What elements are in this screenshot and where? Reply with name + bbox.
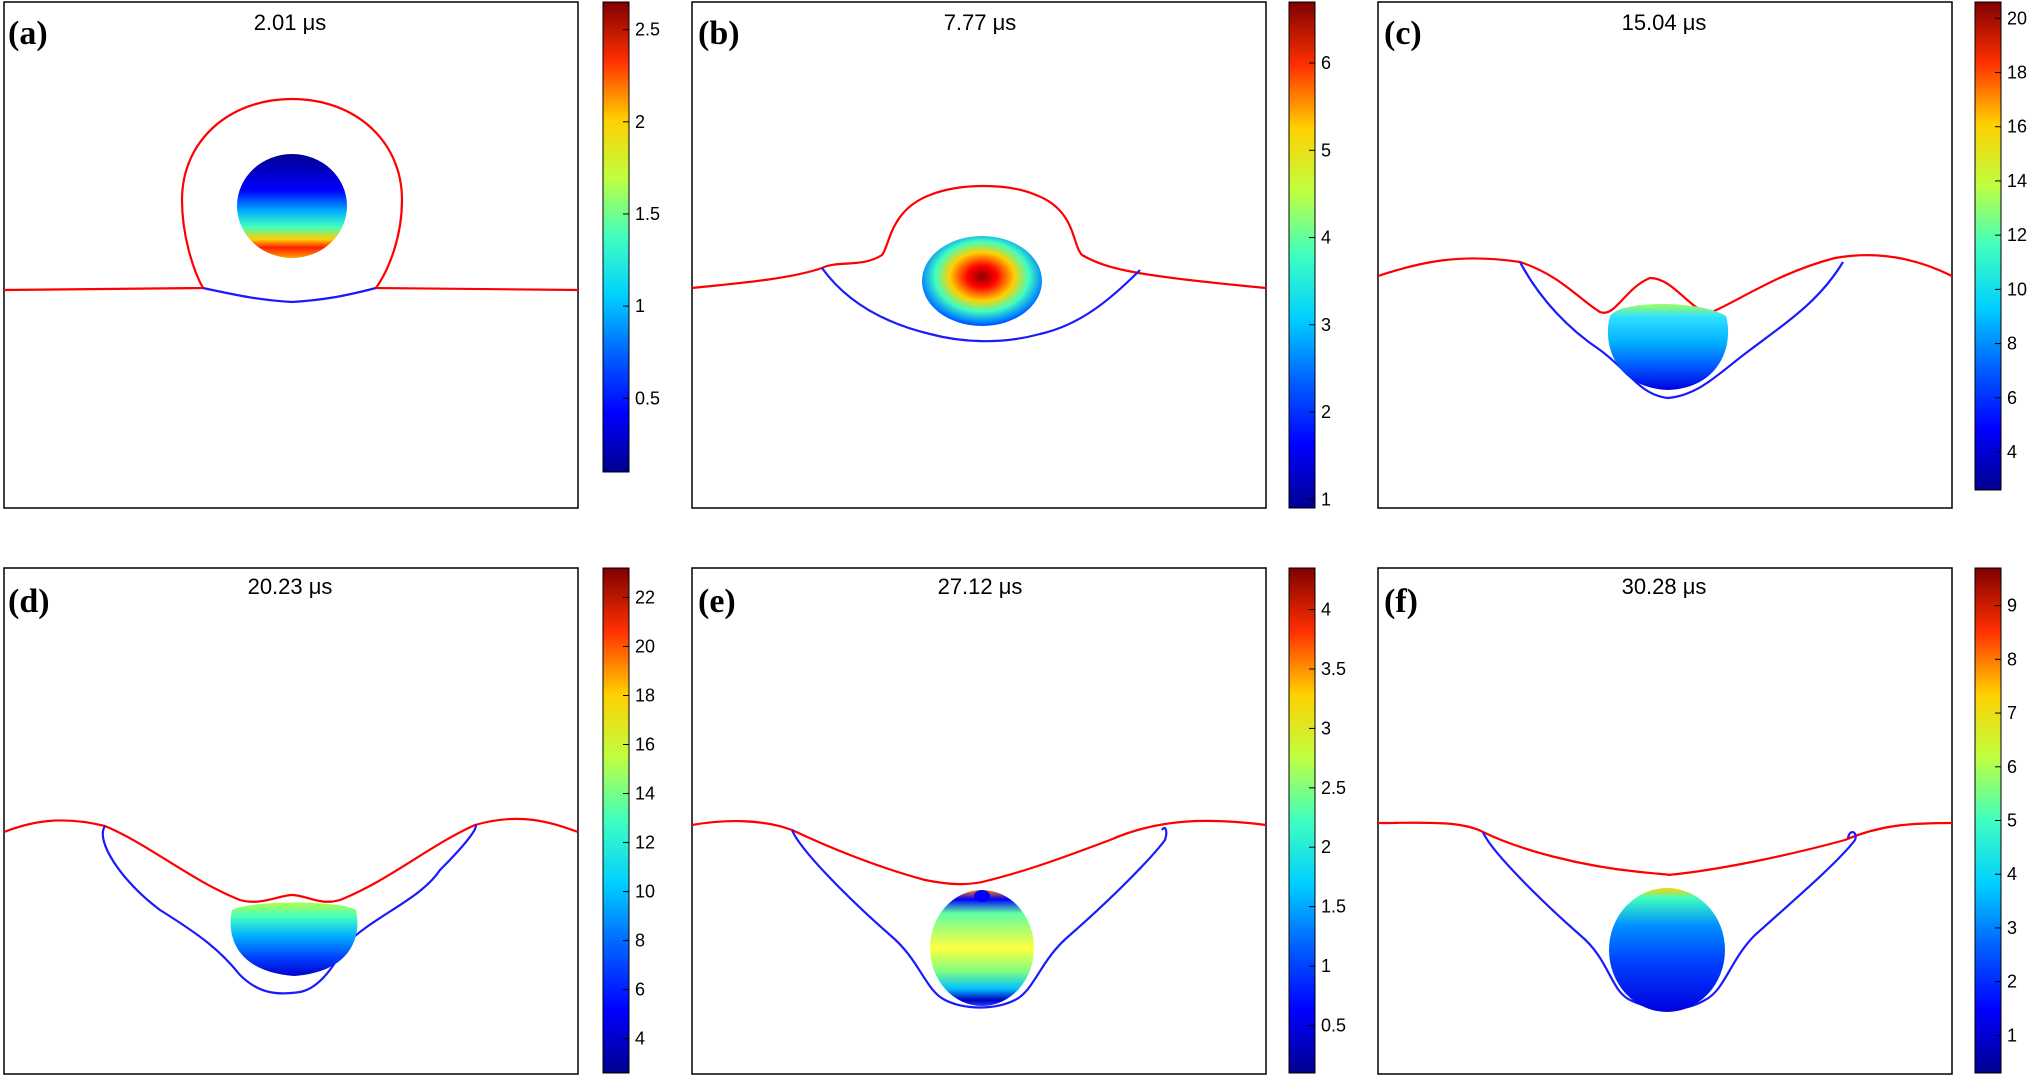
colorbar: 4 6 8 10 12 14 16 18 20	[1974, 1, 2027, 491]
colorbar-tick-label: 4	[2007, 442, 2017, 462]
colorbar-gradient	[1288, 567, 1316, 1074]
colorbar-tick-label: 1	[1321, 489, 1331, 509]
colorbar-tick-label: 22	[635, 587, 655, 607]
droplet	[1609, 888, 1725, 1012]
colorbar-tick-label: 20	[2007, 8, 2027, 28]
colorbar: 0.5 1 1.5 2 2.5 3 3.5 4	[1288, 567, 1346, 1074]
blue-interface	[1481, 831, 1857, 1011]
red-interface	[1377, 254, 1953, 314]
colorbar-tick-label: 1	[2007, 1025, 2017, 1045]
colorbar-tick-label: 3	[1321, 718, 1331, 738]
colorbar-gradient	[1288, 1, 1316, 509]
colorbar: 4 6 8 10 12 14 16 18 20 22	[602, 567, 655, 1074]
colorbar-tick-label: 6	[635, 980, 645, 1000]
colorbar-tick-label: 0.5	[635, 388, 660, 408]
colorbar-tick-label: 6	[2007, 388, 2017, 408]
colorbar-tick-label: 2	[2007, 972, 2017, 992]
colorbar-tick-label: 1.5	[635, 204, 660, 224]
panel-d: (d) 20.23 μs 4 6 8 10 12 14 16 18 20 22	[3, 567, 655, 1075]
time-label: 15.04 μs	[1622, 10, 1707, 35]
colorbar-tick-label: 2.5	[635, 20, 660, 40]
panel-label: (c)	[1384, 15, 1422, 52]
colorbar-gradient	[602, 567, 630, 1074]
colorbar-tick-label: 2	[1321, 402, 1331, 422]
colorbar-tick-label: 16	[2007, 117, 2027, 137]
panel-label: (e)	[698, 583, 736, 620]
droplet-core	[974, 890, 990, 902]
colorbar: 0.5 1 1.5 2 2.5	[602, 1, 660, 473]
red-interface	[1377, 821, 1953, 877]
droplet	[237, 154, 347, 258]
colorbar-tick-label: 10	[635, 882, 655, 902]
panel-a: (a) 2.01 μs 0.5 1 1.5 2 2.5	[3, 1, 660, 509]
panel-f: (f) 30.28 μs 1 2 3 4 5 6 7 8 9	[1377, 567, 2017, 1075]
blue-interface	[821, 267, 1141, 343]
colorbar-tick-label: 10	[2007, 279, 2027, 299]
panel-label: (a)	[8, 15, 48, 52]
colorbar-tick-label: 1	[635, 296, 645, 316]
panel-c: (c) 15.04 μs 4 6 8 10 12 14 16 18 20	[1377, 1, 2027, 509]
droplet	[230, 902, 358, 976]
time-label: 27.12 μs	[938, 574, 1023, 599]
colorbar-tick-label: 8	[635, 931, 645, 951]
colorbar: 1 2 3 4 5 6 7 8 9	[1974, 567, 2017, 1074]
colorbar-tick-label: 4	[2007, 864, 2017, 884]
colorbar-tick-label: 4	[635, 1029, 645, 1049]
colorbar-tick-label: 6	[1321, 53, 1331, 73]
colorbar-tick-label: 12	[2007, 225, 2027, 245]
colorbar-tick-label: 12	[635, 833, 655, 853]
colorbar-tick-label: 2	[1321, 837, 1331, 857]
colorbar-tick-label: 5	[2007, 811, 2017, 831]
plot-frame	[3, 567, 579, 1075]
time-label: 2.01 μs	[254, 10, 327, 35]
colorbar-tick-label: 0.5	[1321, 1015, 1346, 1035]
colorbar-tick-label: 3	[1321, 315, 1331, 335]
colorbar-tick-label: 18	[2007, 62, 2027, 82]
colorbar-tick-label: 16	[635, 735, 655, 755]
droplet	[930, 890, 1034, 1006]
droplet	[922, 236, 1042, 326]
colorbar-tick-label: 1	[1321, 956, 1331, 976]
panel-label: (b)	[698, 15, 740, 52]
red-interface	[3, 97, 579, 292]
colorbar-gradient	[602, 1, 630, 473]
panel-label: (d)	[8, 583, 50, 620]
colorbar-tick-label: 4	[1321, 600, 1331, 620]
red-interface	[691, 819, 1267, 886]
panel-b: (b) 7.77 μs 1 2 3 4 5 6	[691, 1, 1331, 509]
colorbar: 1 2 3 4 5 6	[1288, 1, 1331, 509]
colorbar-tick-label: 14	[635, 784, 655, 804]
colorbar-tick-label: 3.5	[1321, 659, 1346, 679]
colorbar-tick-label: 2.5	[1321, 778, 1346, 798]
colorbar-tick-label: 14	[2007, 171, 2027, 191]
blue-interface	[101, 823, 477, 995]
colorbar-tick-label: 1.5	[1321, 897, 1346, 917]
colorbar-gradient	[1974, 1, 2002, 491]
colorbar-tick-label: 8	[2007, 649, 2017, 669]
blue-interface	[202, 286, 377, 304]
colorbar-tick-label: 4	[1321, 228, 1331, 248]
time-label: 7.77 μs	[944, 10, 1017, 35]
time-label: 30.28 μs	[1622, 574, 1707, 599]
colorbar-tick-label: 6	[2007, 757, 2017, 777]
colorbar-tick-label: 3	[2007, 918, 2017, 938]
droplet	[1607, 304, 1729, 390]
blue-interface	[1519, 261, 1844, 400]
colorbar-tick-label: 9	[2007, 596, 2017, 616]
colorbar-tick-label: 8	[2007, 334, 2017, 354]
colorbar-tick-label: 7	[2007, 703, 2017, 723]
blue-interface	[790, 826, 1168, 1009]
colorbar-tick-label: 18	[635, 685, 655, 705]
panel-label: (f)	[1384, 583, 1418, 620]
red-interface	[691, 184, 1267, 290]
colorbar-tick-label: 20	[635, 636, 655, 656]
colorbar-tick-label: 5	[1321, 140, 1331, 160]
colorbar-tick-label: 2	[635, 112, 645, 132]
panel-e: (e) 27.12 μs 0.5 1 1.5 2 2.5 3 3.5 4	[691, 567, 1346, 1075]
time-label: 20.23 μs	[248, 574, 333, 599]
